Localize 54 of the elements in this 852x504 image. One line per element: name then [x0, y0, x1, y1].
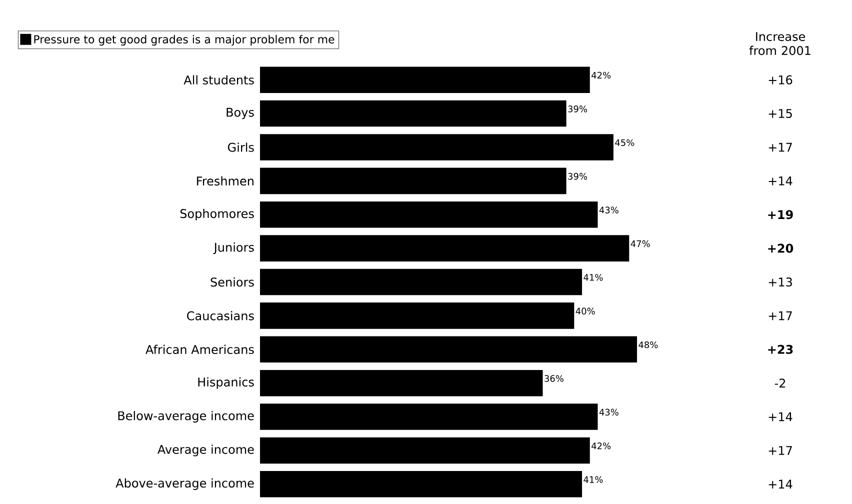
data-label: 42% — [592, 72, 611, 79]
text: -2 — [774, 378, 786, 388]
text: +17 — [768, 446, 792, 455]
y-tick-label: All students — [184, 75, 254, 84]
y-tick-label: Girls — [228, 142, 254, 152]
data-label: 39% — [568, 106, 588, 112]
bar — [260, 336, 637, 363]
y-tick-label: Caucasians — [187, 311, 254, 320]
data-label: 47% — [630, 240, 650, 248]
text: +20 — [768, 244, 794, 253]
y-tick-label: Average income — [158, 444, 254, 456]
text: +17 — [768, 311, 792, 320]
data-label: 45% — [615, 139, 634, 146]
data-label: 43% — [599, 206, 618, 214]
data-label: 42% — [592, 442, 611, 450]
bar — [260, 302, 574, 329]
bar — [260, 134, 614, 160]
bar — [260, 370, 543, 396]
bar — [260, 168, 566, 194]
bar — [260, 268, 582, 296]
text: +19 — [768, 210, 793, 220]
y-tick-label: Boys — [226, 108, 254, 120]
data-label: 41% — [584, 274, 603, 281]
y-tick-label: Hispanics — [198, 377, 254, 389]
y-tick-label: Seniors — [210, 277, 254, 287]
data-label: 43% — [599, 408, 618, 416]
data-label: 36% — [544, 375, 564, 382]
data-label: 41% — [584, 476, 603, 483]
text: Increase from 2001 — [749, 32, 810, 56]
y-tick-label: Above-average income — [116, 478, 254, 490]
bar — [260, 404, 598, 430]
y-tick-label: Sophomores — [180, 208, 254, 220]
text: +15 — [768, 109, 792, 118]
text: +16 — [768, 75, 792, 84]
bar — [260, 100, 566, 127]
data-label: 40% — [576, 308, 595, 314]
legend-label: Pressure to get good grades is a major problem for me — [34, 34, 334, 46]
y-tick-label: African Americans — [146, 344, 254, 354]
bar — [260, 437, 590, 464]
text: +14 — [768, 480, 792, 489]
text: +23 — [768, 344, 793, 354]
bar — [260, 66, 590, 93]
y-tick-label: Freshmen — [197, 176, 254, 186]
y-tick-label: Below-average income — [118, 410, 254, 423]
bar — [260, 201, 598, 228]
text: +14 — [768, 412, 792, 422]
text: +13 — [768, 277, 792, 287]
data-label: 39% — [568, 172, 588, 180]
bar — [260, 235, 630, 262]
text: +14 — [768, 176, 792, 186]
data-label: 48% — [638, 341, 658, 348]
text: +17 — [768, 142, 792, 152]
y-tick-label: Juniors — [213, 242, 254, 254]
bar — [260, 471, 582, 498]
